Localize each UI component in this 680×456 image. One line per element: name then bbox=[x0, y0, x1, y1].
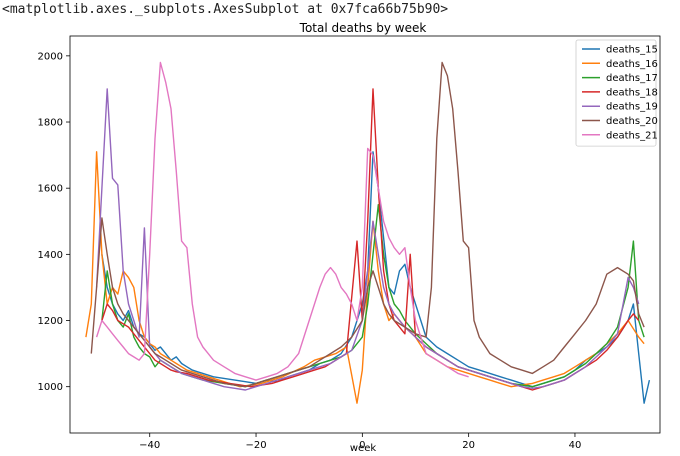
y-tick-label: 2000 bbox=[38, 51, 63, 62]
x-tick-label: −40 bbox=[139, 440, 160, 451]
legend-label-deaths_21: deaths_21 bbox=[606, 130, 658, 141]
y-axis: 1000 1200 1400 1600 1800 2000 bbox=[38, 51, 70, 393]
legend-frame bbox=[575, 39, 657, 147]
series-line-deaths_17 bbox=[101, 204, 645, 388]
series-group bbox=[85, 61, 651, 404]
legend-label-deaths_18: deaths_18 bbox=[606, 87, 658, 98]
y-tick-label: 1800 bbox=[38, 118, 63, 129]
legend: deaths_15 deaths_16 deaths_17 deaths_18deat… bbox=[575, 39, 658, 147]
legend-label-deaths_17: deaths_17 bbox=[606, 73, 658, 84]
legend-label-deaths_20: deaths_20 bbox=[606, 116, 658, 127]
plot-frame bbox=[69, 35, 661, 434]
x-tick-label: 40 bbox=[569, 440, 582, 451]
y-tick-label: 1400 bbox=[38, 250, 63, 261]
y-tick-label: 1000 bbox=[38, 382, 63, 393]
x-axis-label: week bbox=[350, 443, 376, 454]
x-axis: −40 −20 0 20 40 bbox=[139, 433, 581, 451]
legend-label-deaths_16: deaths_16 bbox=[606, 59, 658, 70]
x-tick-label: −20 bbox=[245, 440, 266, 451]
series-line-deaths_16 bbox=[85, 151, 645, 404]
x-tick-label: 0 bbox=[359, 440, 365, 451]
y-tick-label: 1200 bbox=[38, 316, 63, 327]
series-line-deaths_19 bbox=[95, 88, 640, 391]
legend-label-deaths_15: deaths_15 bbox=[606, 45, 658, 56]
series-line-deaths_18 bbox=[101, 88, 640, 391]
output-repr: <matplotlib.axes._subplots.AxesSubplot a… bbox=[2, 2, 449, 17]
chart-title: Total deaths by week bbox=[299, 21, 427, 35]
x-tick-label: 20 bbox=[462, 440, 475, 451]
series-line-deaths_20 bbox=[90, 61, 645, 388]
legend-label-deaths_19: deaths_19 bbox=[606, 102, 658, 113]
series-line-deaths_21 bbox=[95, 61, 469, 381]
y-tick-label: 1600 bbox=[38, 184, 63, 195]
